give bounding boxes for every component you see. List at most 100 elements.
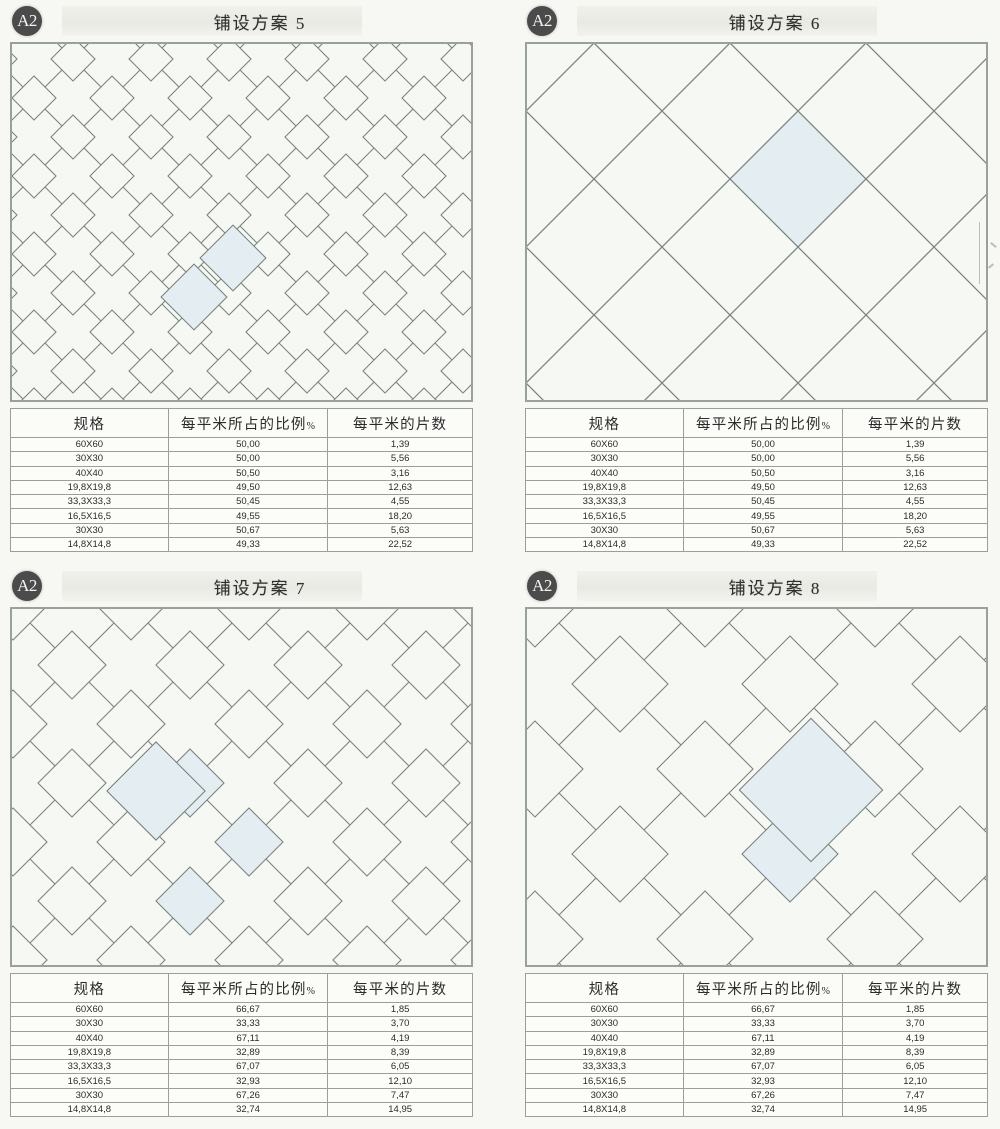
cell-spec: 16,5X16,5 (10, 1073, 169, 1089)
cell-ratio: 32,74 (167, 1102, 329, 1118)
cell-count: 5,56 (842, 451, 988, 467)
sheet-code-badge: A2 (12, 6, 42, 36)
tile (332, 387, 360, 401)
tile (167, 153, 213, 199)
tile (128, 192, 174, 238)
col-header-count: 每平米的片数 (842, 973, 988, 1003)
tile (245, 75, 291, 121)
cell-ratio: 49,33 (682, 537, 844, 553)
cell-ratio: 49,55 (167, 508, 329, 524)
col-header-ratio: 每平米所占的比例% (167, 973, 329, 1003)
grout-line (847, 826, 987, 966)
header-banner (62, 6, 362, 36)
tile-pattern-canvas (526, 608, 987, 966)
table-row: 14,8X14,8 32,74 14,95 (525, 1102, 988, 1118)
tile (440, 192, 472, 238)
grout-line (14, 608, 374, 966)
tile (391, 748, 461, 818)
tile (826, 890, 924, 966)
col-header-ratio-label: 每平米所占的比例 (696, 981, 822, 998)
tile-pattern-canvas (526, 43, 987, 401)
tile (37, 630, 107, 700)
tile (167, 75, 213, 121)
table-row: 16,5X16,5 32,93 12,10 (525, 1073, 988, 1089)
cell-count: 4,55 (842, 494, 988, 510)
panel-header: A2 铺设方案 7 (10, 565, 475, 607)
tile (391, 866, 461, 936)
tile (37, 748, 107, 818)
tile (214, 689, 284, 759)
tile (11, 52, 18, 66)
cell-spec: 14,8X14,8 (10, 537, 169, 553)
cell-count: 3,70 (842, 1016, 988, 1032)
tile (89, 231, 135, 277)
cell-count: 7,47 (842, 1087, 988, 1104)
tile-pattern-canvas (11, 608, 472, 966)
cell-spec: 19,8X19,8 (525, 1044, 684, 1061)
tile (332, 925, 402, 966)
tile (401, 75, 447, 121)
cell-count: 12,10 (842, 1073, 988, 1089)
cell-ratio: 50,00 (167, 451, 329, 467)
tile (89, 309, 135, 355)
col-header-ratio: 每平米所占的比例% (682, 408, 844, 438)
tile (933, 314, 987, 401)
cell-spec: 40X40 (525, 1030, 684, 1046)
sheet-code-badge: A2 (527, 571, 557, 601)
cell-count: 5,56 (327, 451, 473, 467)
header-banner (577, 571, 877, 601)
tile (214, 807, 284, 877)
tile (206, 114, 252, 160)
cell-ratio: 50,67 (682, 522, 844, 539)
cell-spec: 30X30 (10, 522, 169, 539)
cell-count: 22,52 (327, 537, 473, 553)
tile (199, 224, 267, 292)
tile (661, 314, 799, 401)
layout-panel-pattern-8: A2 铺设方案 8 规格 每平米所占的比例% 每平米的片数 60X60 66,6… (525, 565, 990, 1118)
tile-pattern-preview-pattern-6 (525, 42, 988, 402)
table-row: 30X30 33,33 3,70 (10, 1016, 473, 1032)
tile (50, 114, 96, 160)
tile (401, 153, 447, 199)
tile (440, 114, 472, 160)
tile (911, 805, 987, 903)
layout-panel-pattern-6: A2 铺设方案 6 规格 每平米所占的比例% 每平米的片数 60X60 50,0… (525, 0, 990, 553)
table-row: 40X40 50,50 3,16 (10, 465, 473, 481)
col-header-ratio-unit: % (821, 420, 830, 432)
tile (284, 114, 330, 160)
tile (362, 270, 408, 316)
col-header-spec: 规格 (525, 408, 684, 438)
cell-ratio: 49,33 (167, 537, 329, 553)
tile (450, 820, 472, 864)
cell-count: 5,63 (327, 522, 473, 539)
header-banner (577, 6, 877, 36)
tile (89, 153, 135, 199)
tile-pattern-canvas (11, 43, 472, 401)
tile (911, 635, 987, 733)
table-row: 14,8X14,8 32,74 14,95 (10, 1102, 473, 1118)
tile (284, 192, 330, 238)
cell-ratio: 67,11 (682, 1030, 844, 1046)
tile (571, 805, 669, 903)
tile (11, 208, 18, 222)
tile (284, 270, 330, 316)
col-header-ratio: 每平米所占的比例% (167, 408, 329, 438)
table-row: 30X30 67,26 7,47 (525, 1087, 988, 1104)
tile (362, 114, 408, 160)
cell-ratio: 33,33 (167, 1016, 329, 1032)
table-header-row: 规格 每平米所占的比例% 每平米的片数 (10, 973, 473, 1003)
cell-count: 18,20 (842, 508, 988, 524)
cell-count: 12,10 (327, 1073, 473, 1089)
tile (176, 387, 204, 401)
table-row: 40X40 67,11 4,19 (10, 1030, 473, 1046)
cell-spec: 33,3X33,3 (10, 1059, 169, 1075)
cell-ratio: 32,93 (682, 1073, 844, 1089)
table-row: 30X30 50,00 5,56 (525, 451, 988, 467)
scan-artifact-line (979, 222, 980, 284)
tile (96, 689, 166, 759)
cell-ratio: 50,50 (682, 465, 844, 481)
tile (106, 741, 206, 841)
table-row: 33,3X33,3 50,45 4,55 (10, 494, 473, 510)
cell-ratio: 50,45 (167, 494, 329, 510)
